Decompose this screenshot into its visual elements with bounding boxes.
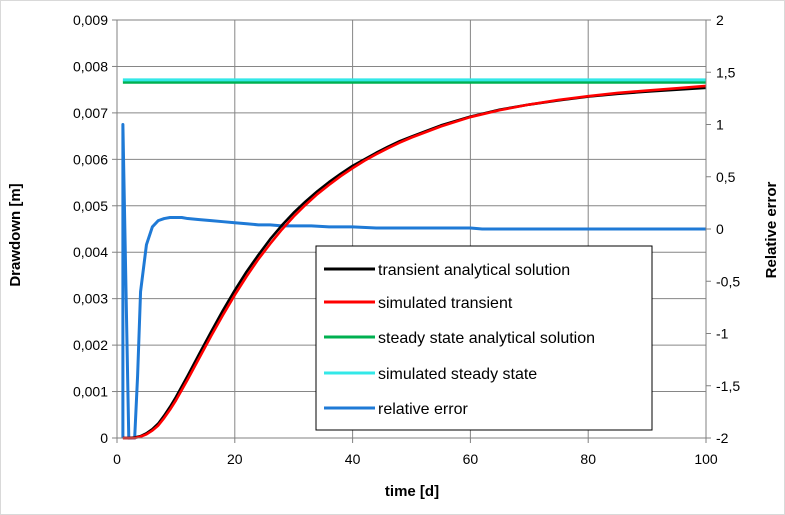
y-tick-label: 0,008 bbox=[73, 58, 108, 74]
y2-tick-label: 2 bbox=[716, 12, 724, 28]
x-tick-label: 100 bbox=[694, 451, 718, 467]
x-tick-label: 40 bbox=[345, 451, 361, 467]
ticks-layer: 0 20 40 60 80 10000,0010,0020,0030,0040,0050,… bbox=[73, 12, 740, 467]
y2-tick-label: 0,5 bbox=[716, 169, 736, 185]
y-tick-label: 0,007 bbox=[73, 105, 108, 121]
y-tick-label: 0,006 bbox=[73, 151, 108, 167]
y2-tick-label: -2 bbox=[716, 430, 729, 446]
series-line-simulated-transient bbox=[122, 84, 707, 440]
y-tick-label: 0,005 bbox=[73, 198, 108, 214]
y2-axis-title: Relative error bbox=[763, 181, 780, 278]
y-tick-label: 0,001 bbox=[73, 384, 108, 400]
legend-label-relative-error: relative error bbox=[378, 401, 468, 418]
x-tick-label: 80 bbox=[580, 451, 596, 467]
y-tick-label: 0,003 bbox=[73, 291, 108, 307]
y-tick-label: 0,004 bbox=[73, 244, 108, 260]
x-tick-label: 20 bbox=[227, 451, 243, 467]
y2-tick-label: -0,5 bbox=[716, 273, 740, 289]
y2-tick-label: -1,5 bbox=[716, 378, 740, 394]
y-axis-title: Drawdown [m] bbox=[7, 183, 24, 286]
legend-label-transient-analytical: transient analytical solution bbox=[378, 262, 570, 279]
series-line-relative-error bbox=[121, 123, 706, 440]
x-tick-label: 0 bbox=[113, 451, 121, 467]
series-layer bbox=[121, 78, 707, 440]
legend: transient analytical solution simulated … bbox=[315, 245, 653, 431]
legend-label-simulated-steady: simulated steady state bbox=[378, 366, 537, 383]
y2-tick-label: 1 bbox=[716, 117, 724, 133]
y-tick-label: 0,002 bbox=[73, 337, 108, 353]
x-tick-label: 60 bbox=[463, 451, 479, 467]
x-axis-title: time [d] bbox=[385, 483, 439, 500]
legend-label-simulated-transient: simulated transient bbox=[378, 295, 513, 312]
y2-tick-label: 0 bbox=[716, 221, 724, 237]
y2-tick-label: -1 bbox=[716, 326, 729, 342]
y-tick-label: 0 bbox=[100, 430, 108, 446]
legend-label-steady-analytical: steady state analytical solution bbox=[378, 330, 595, 347]
y-tick-label: 0,009 bbox=[73, 12, 108, 28]
y2-tick-label: 1,5 bbox=[716, 64, 736, 80]
